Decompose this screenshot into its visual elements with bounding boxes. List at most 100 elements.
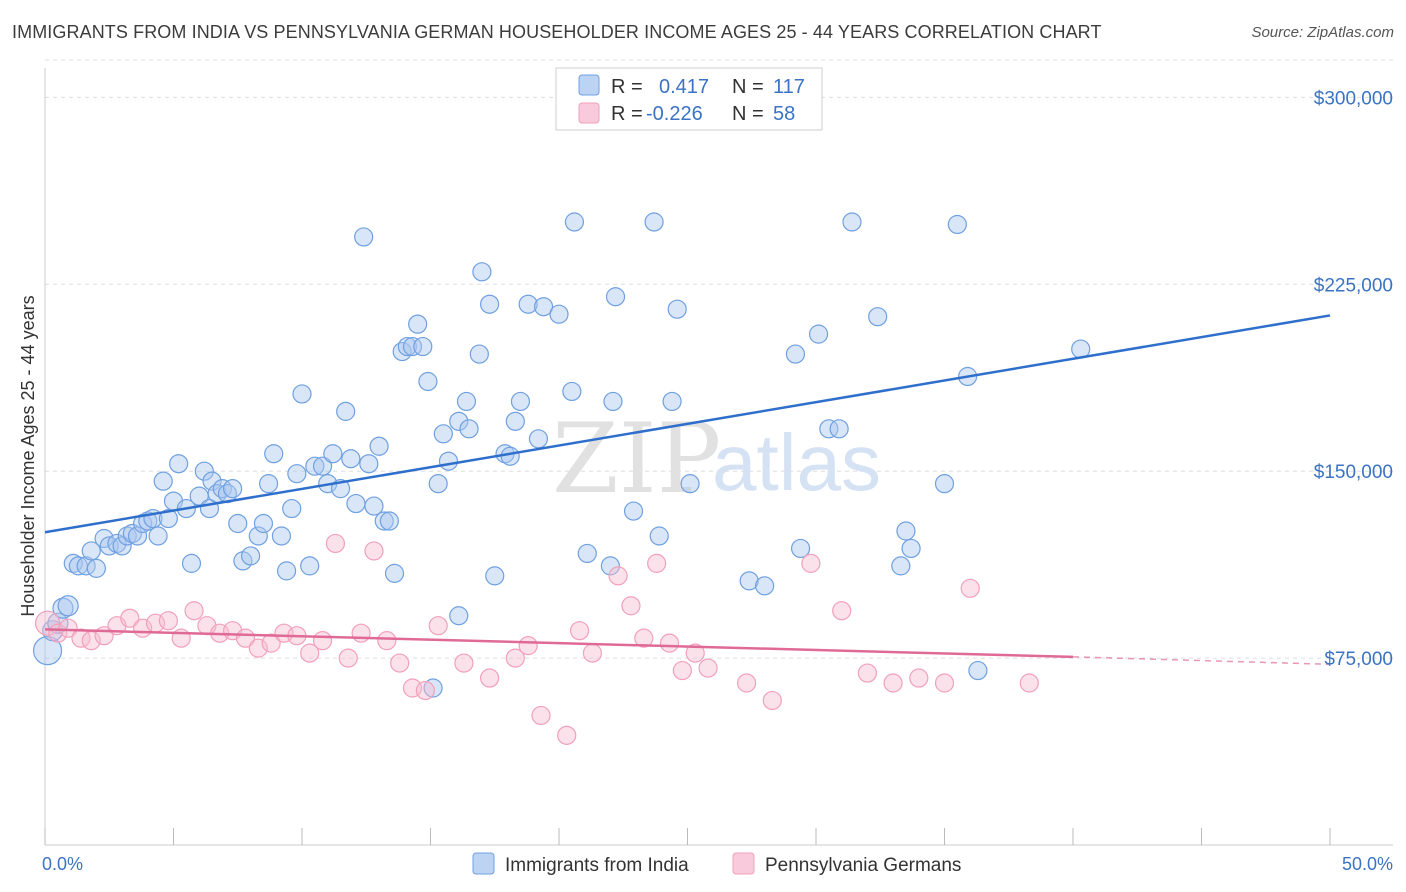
pa-point [158,611,178,631]
india-point [564,212,585,232]
india-point [649,526,669,546]
y-tick-label: $225,000 [1314,275,1393,296]
pa-point [261,633,281,653]
india-point [248,526,268,546]
pa-point [120,608,140,628]
pa-point [934,673,955,693]
india-point [533,297,554,317]
india-point [472,262,492,282]
series-legend: Immigrants from India Pennsylvania Germa… [472,852,961,876]
pa-point [505,648,525,668]
pa-point [857,663,878,683]
india-point [397,336,417,357]
india-point [402,336,423,357]
pa-point [762,690,782,711]
india-point [57,595,79,617]
india-point [510,391,531,412]
india-point [934,474,955,494]
india-point [644,212,664,232]
x-tick-labels: 0.0% 50.0% [42,854,1393,874]
india-point [868,307,888,327]
india-point [790,538,811,559]
india-point [680,474,700,494]
india-point [169,454,189,474]
india-point [341,449,361,469]
pa-trend-line-extension [1072,656,1331,666]
india-point [485,566,505,586]
india-point [505,411,525,431]
india-point [968,660,988,681]
india-point [359,454,379,474]
india-point [346,493,366,514]
pa-point [685,643,705,663]
india-point [623,501,644,521]
pa-point [351,623,371,643]
india-point [264,444,284,464]
india-point [336,401,356,421]
legend-n-label-pa: N = [732,103,764,125]
legend-r-label-india: R = [611,76,643,98]
pa-point [608,566,628,586]
pa-point [647,553,667,573]
india-point [287,464,307,484]
y-tick-label: $75,000 [1324,649,1393,670]
x-tick-label-max: 50.0% [1342,854,1393,874]
india-point [158,508,178,529]
india-point [605,287,626,307]
trend-lines [44,314,1331,666]
chart-title: IMMIGRANTS FROM INDIA VS PENNSYLVANIA GE… [12,22,1102,42]
bottom-legend-label-india: Immigrants from India [505,855,689,876]
india-point [456,391,477,412]
india-point [577,543,597,564]
pa-point [1019,673,1039,693]
india-point [667,299,687,319]
pa-point [582,643,603,663]
legend-n-value-india: 117 [773,76,805,98]
pa-trend-line [44,628,1074,659]
pa-point [248,638,268,658]
pa-point [480,668,500,688]
india-point [300,556,320,576]
pa-point [300,643,320,663]
india-point [418,371,438,392]
india-point [901,538,921,559]
india-point [32,636,63,666]
india-point [408,314,428,334]
india-point [842,212,862,232]
india-point [86,558,107,578]
pa-point [659,633,680,653]
watermark-zip: ZIP [552,403,721,515]
pa-point [960,578,980,598]
legend-n-label-india: N = [732,76,764,98]
india-point [241,546,261,566]
india-point [312,456,333,476]
watermark: ZIP atlas [552,403,881,515]
pa-point [58,618,78,638]
y-axis-label: Householder Income Ages 25 - 44 years [18,295,38,616]
india-point [379,511,399,531]
legend-r-value-india: 0.417 [659,76,709,98]
pa-point [338,648,358,668]
india-point [148,526,168,546]
india-point [354,227,374,247]
pa-point [377,631,397,651]
source-label: Source: ZipAtlas.com [1251,24,1394,41]
india-point [384,563,405,583]
grid-lines [45,59,1393,659]
pa-point [428,616,448,636]
india-point [603,391,623,412]
india-point [253,513,274,534]
pa-points [34,533,1039,745]
india-point [228,513,248,534]
india-point [500,446,520,466]
india-point [223,479,243,499]
india-point [112,536,132,556]
india-point [127,526,148,546]
india-point [480,294,500,314]
india-point [117,526,137,546]
pa-point [698,658,718,678]
bottom-legend-swatch-india [472,852,495,875]
india-point [202,471,222,491]
india-point [292,384,312,404]
